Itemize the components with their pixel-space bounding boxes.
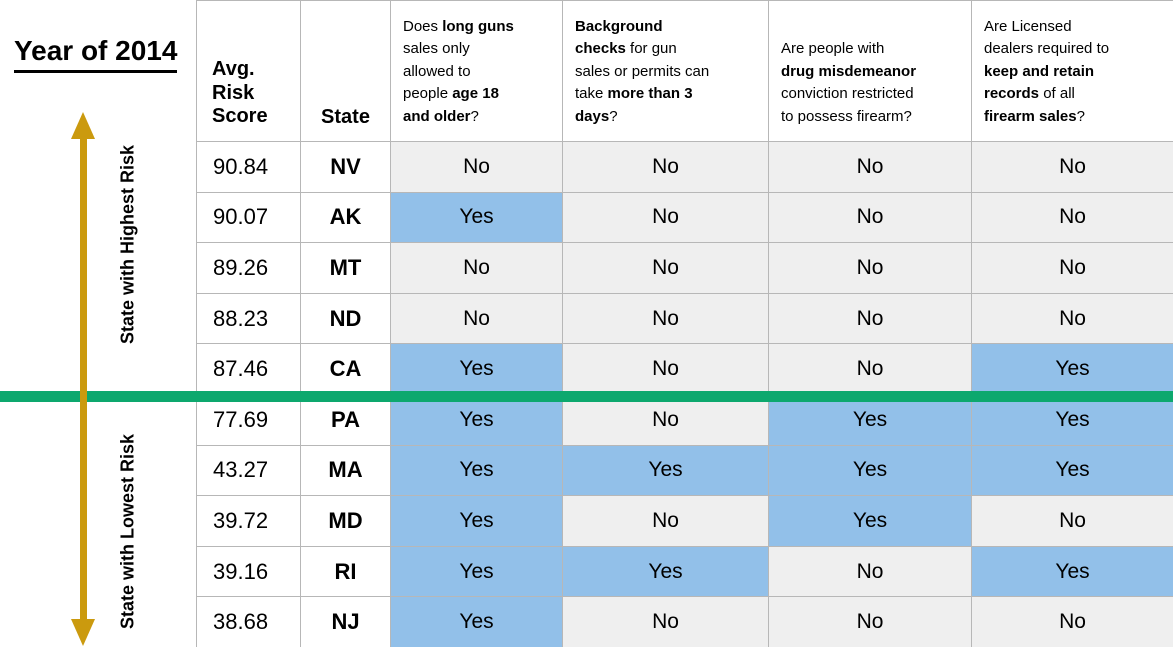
score-cell: 89.26 xyxy=(196,242,301,294)
header-question-background-checks: Background checks for gun sales or permi… xyxy=(562,0,769,142)
answer-cell: No xyxy=(562,141,769,193)
answer-cell: No xyxy=(768,343,972,395)
answer-cell: No xyxy=(562,292,769,345)
risk-table-header: Avg. Risk Score State Does long guns sal… xyxy=(196,0,1173,142)
arrow-down-head-icon xyxy=(71,619,95,646)
answer-cell: Yes xyxy=(562,444,769,497)
answer-cell: Yes xyxy=(390,191,563,244)
answer-cell: No xyxy=(768,242,972,294)
table-row: 89.26 MT No No No No xyxy=(196,242,1173,294)
answer-cell: No xyxy=(768,141,972,193)
answer-cell: No xyxy=(971,191,1173,244)
answer-cell: No xyxy=(562,495,769,547)
answer-cell: No xyxy=(562,343,769,395)
score-cell: 43.27 xyxy=(196,444,301,497)
table-row: 43.27 MA Yes Yes Yes Yes xyxy=(196,444,1173,497)
header-question-long-guns: Does long guns sales only allowed to peo… xyxy=(390,0,563,142)
answer-cell: Yes xyxy=(390,495,563,547)
score-cell: 39.16 xyxy=(196,545,301,598)
score-cell: 38.68 xyxy=(196,596,301,647)
table-row: 90.07 AK Yes No No No xyxy=(196,191,1173,244)
score-cell: 90.07 xyxy=(196,191,301,244)
state-cell: PA xyxy=(300,393,391,446)
answer-cell: Yes xyxy=(768,393,972,446)
lowest-risk-label: State with Lowest Risk xyxy=(117,433,138,630)
answer-cell: Yes xyxy=(768,495,972,547)
page-title: Year of 2014 xyxy=(14,35,178,73)
table-row: 87.46 CA Yes No No Yes xyxy=(196,343,1173,395)
risk-table: Avg. Risk Score State Does long guns sal… xyxy=(196,0,1173,647)
answer-cell: No xyxy=(768,596,972,647)
score-cell: 77.69 xyxy=(196,393,301,446)
highest-risk-label: State with Highest Risk xyxy=(117,144,138,345)
answer-cell: No xyxy=(562,393,769,446)
answer-cell: No xyxy=(768,292,972,345)
state-cell: NJ xyxy=(300,596,391,647)
answer-cell: No xyxy=(390,141,563,193)
answer-cell: No xyxy=(390,242,563,294)
table-row: 39.16 RI Yes Yes No Yes xyxy=(196,545,1173,598)
header-state: State xyxy=(300,0,391,142)
answer-cell: No xyxy=(971,495,1173,547)
score-cell: 88.23 xyxy=(196,292,301,345)
state-cell: MT xyxy=(300,242,391,294)
table-row: 39.72 MD Yes No Yes No xyxy=(196,495,1173,547)
table-row: 88.23 ND No No No No xyxy=(196,292,1173,345)
state-cell: MA xyxy=(300,444,391,497)
answer-cell: Yes xyxy=(390,444,563,497)
table-row: 77.69 PA Yes No Yes Yes xyxy=(196,393,1173,446)
answer-cell: No xyxy=(971,292,1173,345)
answer-cell: No xyxy=(562,242,769,294)
answer-cell: Yes xyxy=(562,545,769,598)
risk-axis-arrow xyxy=(80,130,87,622)
answer-cell: Yes xyxy=(390,343,563,395)
state-cell: RI xyxy=(300,545,391,598)
answer-cell: No xyxy=(971,242,1173,294)
score-cell: 90.84 xyxy=(196,141,301,193)
answer-cell: Yes xyxy=(971,393,1173,446)
table-row: 38.68 NJ Yes No No No xyxy=(196,596,1173,647)
answer-cell: Yes xyxy=(971,545,1173,598)
answer-cell: No xyxy=(768,545,972,598)
answer-cell: Yes xyxy=(971,444,1173,497)
risk-divider-line xyxy=(0,391,1173,402)
answer-cell: No xyxy=(562,596,769,647)
answer-cell: No xyxy=(562,191,769,244)
answer-cell: Yes xyxy=(390,596,563,647)
header-question-drug-misdemeanor: Are people with drug misdemeanor convict… xyxy=(768,0,972,142)
answer-cell: No xyxy=(971,141,1173,193)
answer-cell: No xyxy=(971,596,1173,647)
score-cell: 87.46 xyxy=(196,343,301,395)
answer-cell: Yes xyxy=(390,545,563,598)
score-cell: 39.72 xyxy=(196,495,301,547)
page-title-text: Year of 2014 xyxy=(14,35,178,73)
table-row: 90.84 NV No No No No xyxy=(196,141,1173,193)
state-cell: NV xyxy=(300,141,391,193)
header-row: Avg. Risk Score State Does long guns sal… xyxy=(196,0,1173,142)
answer-cell: No xyxy=(768,191,972,244)
answer-cell: Yes xyxy=(971,343,1173,395)
header-question-dealer-records: Are Licensed dealers required to keep an… xyxy=(971,0,1173,142)
risk-table-body: 90.84 NV No No No No 90.07 AK Yes No No No 89.26 MT No… xyxy=(196,141,1173,647)
answer-cell: No xyxy=(390,292,563,345)
state-cell: AK xyxy=(300,191,391,244)
answer-cell: Yes xyxy=(390,393,563,446)
state-cell: MD xyxy=(300,495,391,547)
state-cell: ND xyxy=(300,292,391,345)
state-cell: CA xyxy=(300,343,391,395)
answer-cell: Yes xyxy=(768,444,972,497)
header-avg-risk-score: Avg. Risk Score xyxy=(196,0,301,142)
